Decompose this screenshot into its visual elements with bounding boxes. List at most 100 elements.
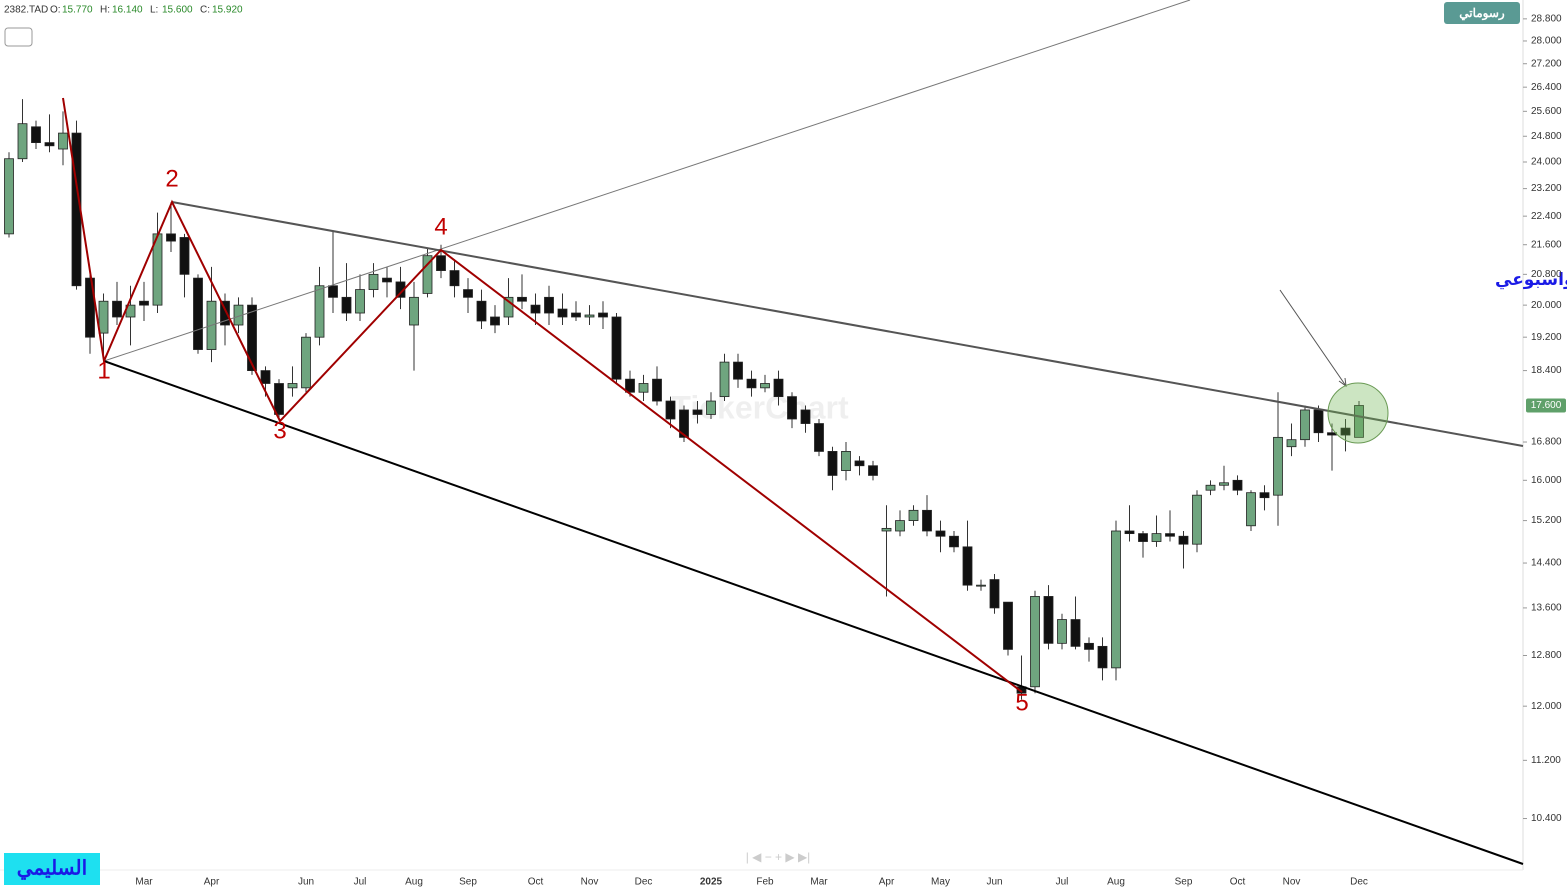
candle-body bbox=[638, 383, 649, 393]
candles bbox=[4, 99, 1364, 700]
candle-body bbox=[98, 300, 109, 334]
trend-line bbox=[171, 201, 1524, 447]
candle-body bbox=[220, 300, 230, 326]
arrow bbox=[1279, 289, 1347, 387]
candle-body bbox=[692, 409, 703, 415]
wave-label: 2 bbox=[165, 165, 178, 192]
quote-key: C: bbox=[200, 5, 210, 16]
y-tick-label: 28.000 bbox=[1531, 36, 1562, 47]
candle-body bbox=[1354, 405, 1364, 438]
y-tick-label: 24.000 bbox=[1531, 157, 1562, 168]
candle-body bbox=[274, 383, 284, 415]
candle-body bbox=[787, 396, 797, 420]
annotation: مبروك عليكم ملاك اديس اختراق ذيبه والاغل… bbox=[1495, 270, 1567, 290]
x-tick-label: Sep bbox=[459, 877, 477, 888]
candle-body bbox=[1097, 645, 1108, 669]
y-tick-label: 11.200 bbox=[1531, 755, 1561, 766]
author: السليمي bbox=[17, 857, 87, 880]
candle-body bbox=[139, 300, 149, 306]
quote-key: O: bbox=[50, 5, 61, 16]
y-tick-label: 20.800 bbox=[1531, 269, 1562, 280]
candle-body bbox=[571, 312, 581, 318]
candle-body bbox=[260, 370, 271, 384]
y-tick-label: 26.400 bbox=[1531, 82, 1562, 93]
candle-body bbox=[355, 289, 365, 314]
x-tick-label: Feb bbox=[756, 877, 774, 888]
candle-body bbox=[328, 285, 338, 298]
candle-body bbox=[976, 584, 986, 587]
candle-body bbox=[463, 289, 473, 298]
x-tick-label: Apr bbox=[879, 877, 895, 888]
candle-body bbox=[625, 378, 635, 393]
y-tick-label: 18.400 bbox=[1531, 365, 1562, 376]
x-tick-label: Jun bbox=[986, 877, 1002, 888]
y-tick-label: 27.200 bbox=[1531, 58, 1562, 69]
candle-body bbox=[1178, 535, 1189, 545]
quote-value: 15.920 bbox=[212, 5, 243, 16]
arrow-head bbox=[1338, 377, 1347, 388]
candle-body bbox=[1124, 530, 1135, 535]
candle-body bbox=[530, 304, 541, 314]
y-tick-label: 25.600 bbox=[1531, 106, 1562, 117]
candle-body bbox=[382, 277, 392, 283]
candle-body bbox=[665, 400, 676, 420]
candle-body bbox=[598, 312, 608, 318]
wave-line bbox=[62, 97, 1023, 693]
x-tick-label: Dec bbox=[1350, 877, 1368, 888]
candle-body bbox=[503, 296, 514, 318]
symbol: 2382.TAD bbox=[4, 5, 48, 16]
candle-body bbox=[1259, 492, 1270, 499]
candle-body bbox=[1246, 492, 1256, 527]
candle-body bbox=[1273, 436, 1283, 496]
candle-body bbox=[287, 383, 298, 389]
candle-body bbox=[1070, 619, 1081, 647]
quote-value: 16.140 bbox=[112, 5, 143, 16]
quote-key: L: bbox=[150, 5, 158, 16]
candle-body bbox=[301, 336, 311, 389]
wave-label: 1 bbox=[97, 357, 110, 384]
candle-body bbox=[679, 409, 689, 438]
wave-label: 3 bbox=[273, 417, 286, 444]
candle-body bbox=[544, 296, 554, 314]
x-tick-label: Aug bbox=[405, 877, 423, 888]
candle-body bbox=[314, 285, 325, 338]
candle-body bbox=[1286, 439, 1297, 448]
y-tick-label: 12.000 bbox=[1531, 701, 1562, 712]
candle-body bbox=[746, 378, 757, 389]
y-tick-label: 22.400 bbox=[1531, 211, 1562, 222]
candle-body bbox=[557, 308, 568, 318]
candle-body bbox=[895, 520, 905, 532]
nav-icons[interactable]: | ◀ − + ▶ ▶| bbox=[746, 850, 811, 864]
y-tick-label: 10.400 bbox=[1531, 813, 1562, 824]
candle-body bbox=[1205, 484, 1216, 491]
candle-body bbox=[962, 546, 973, 586]
button[interactable] bbox=[4, 27, 33, 47]
y-tick-label: 23.200 bbox=[1531, 183, 1562, 194]
badge-text: رسوماتي bbox=[1459, 6, 1505, 21]
candle-body bbox=[31, 126, 41, 144]
price-tag-label: 17.600 bbox=[1531, 400, 1562, 411]
x-tick-label: Nov bbox=[1283, 877, 1301, 888]
candle-body bbox=[908, 509, 919, 521]
candle-body bbox=[881, 527, 892, 532]
y-tick-label: 13.600 bbox=[1531, 603, 1562, 614]
quote-key: H: bbox=[100, 5, 110, 16]
candle-body bbox=[1313, 409, 1324, 434]
x-tick-label: Dec bbox=[635, 877, 653, 888]
candle-body bbox=[719, 361, 730, 398]
candle-body bbox=[773, 378, 784, 398]
candle-body bbox=[436, 255, 446, 271]
x-tick-label: Apr bbox=[204, 877, 220, 888]
candle-body bbox=[44, 142, 55, 147]
watermark: TickerChart bbox=[671, 389, 849, 425]
candle-body bbox=[58, 132, 68, 150]
candle-body bbox=[652, 378, 662, 402]
wave-label: 4 bbox=[434, 213, 447, 240]
candle-body bbox=[368, 273, 379, 290]
candle-body bbox=[1232, 479, 1243, 491]
candle-body bbox=[1111, 530, 1121, 669]
y-tick-label: 14.400 bbox=[1531, 558, 1562, 569]
candle-body bbox=[179, 237, 190, 275]
